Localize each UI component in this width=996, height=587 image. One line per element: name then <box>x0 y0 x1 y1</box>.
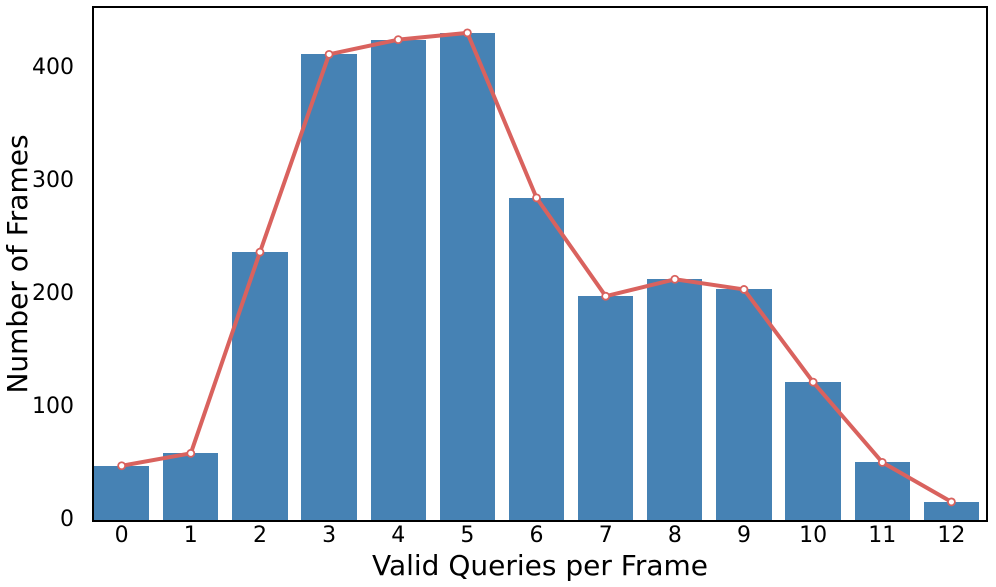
bar-series <box>94 8 986 520</box>
y-axis-ticks: 0 100 200 300 400 <box>0 8 84 530</box>
data-point-marker <box>324 49 334 59</box>
data-point-marker <box>117 461 127 471</box>
x-tick-label: 12 <box>937 523 966 548</box>
bar <box>578 296 634 520</box>
trend-line-series <box>117 28 956 507</box>
y-tick-label: 0 <box>60 507 74 532</box>
bar <box>439 32 496 520</box>
x-tick-label: 4 <box>391 523 406 548</box>
y-tick-label: 400 <box>32 54 74 80</box>
plot-area-inner <box>94 8 986 520</box>
data-point-marker <box>601 291 611 301</box>
data-point-marker <box>393 35 403 45</box>
x-tick-label: 8 <box>667 523 682 548</box>
x-axis-ticks: 0 1 2 3 4 5 6 7 8 9 10 11 12 <box>94 524 986 548</box>
data-point-marker <box>739 285 749 294</box>
bar <box>716 289 772 520</box>
x-tick-label: 7 <box>598 523 613 548</box>
bar <box>232 252 288 520</box>
bar <box>508 197 565 520</box>
data-point-marker <box>877 457 887 467</box>
bar <box>370 39 426 520</box>
trend-line-path <box>119 30 954 504</box>
data-point-marker <box>532 193 541 203</box>
bar <box>647 279 703 520</box>
bar <box>163 453 219 520</box>
x-tick-label: 1 <box>183 523 198 548</box>
bar <box>301 54 357 520</box>
x-tick-label: 11 <box>868 523 897 548</box>
x-tick-label: 10 <box>799 523 828 548</box>
data-point-marker <box>462 28 472 38</box>
x-tick-label: 2 <box>252 523 267 548</box>
x-tick-label: 3 <box>322 523 337 548</box>
x-tick-label: 0 <box>114 523 129 548</box>
x-tick-label: 6 <box>529 523 544 548</box>
y-tick-label: 200 <box>32 280 74 306</box>
bar <box>94 465 150 520</box>
x-tick-label: 5 <box>460 523 475 548</box>
data-point-marker <box>808 377 818 387</box>
x-tick-label: 9 <box>736 523 751 548</box>
y-tick-label: 300 <box>32 167 74 193</box>
bar <box>923 501 980 520</box>
y-tick-label: 100 <box>32 393 74 419</box>
x-axis-label: Valid Queries per Frame <box>371 549 709 582</box>
data-point-marker <box>255 247 265 257</box>
data-point-marker <box>186 448 196 458</box>
data-point-marker <box>670 274 680 284</box>
data-point-marker <box>947 497 956 507</box>
plot-area <box>92 6 988 522</box>
